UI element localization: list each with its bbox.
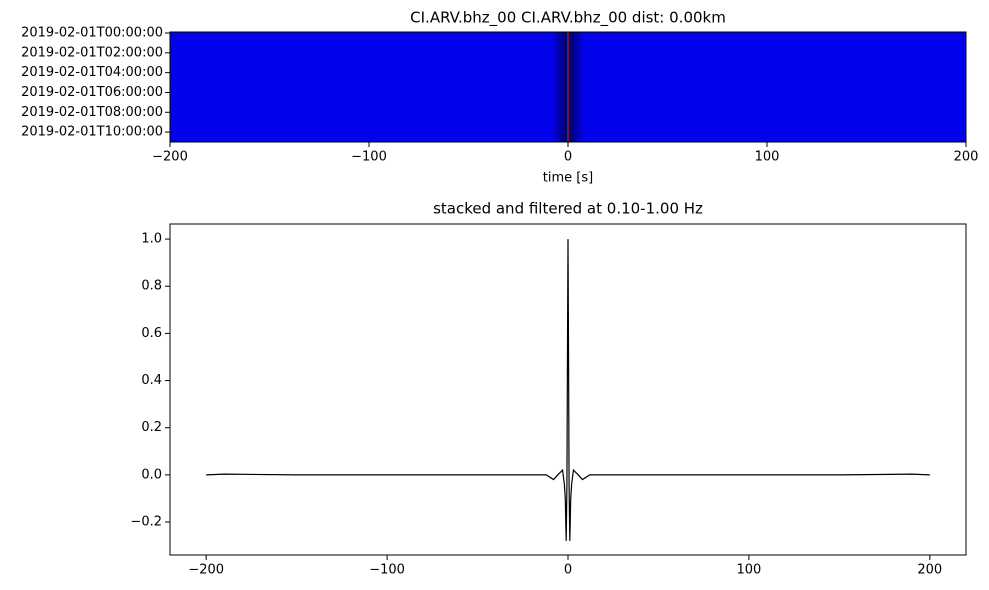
x-tick-label: 100 — [736, 563, 761, 578]
x-tick-label: 100 — [755, 150, 780, 165]
y-tick-label: 0.4 — [141, 373, 162, 388]
y-tick-label: 0.2 — [141, 420, 162, 435]
x-axis-label: time [s] — [543, 171, 593, 186]
y-tick-label: 0.8 — [141, 279, 162, 294]
y-tick-label: 2019-02-01T08:00:00 — [21, 105, 163, 120]
x-tick-label: 0 — [564, 563, 572, 578]
y-tick-label: 1.0 — [141, 232, 162, 247]
top-title: CI.ARV.bhz_00 CI.ARV.bhz_00 dist: 0.00km — [410, 9, 726, 28]
y-tick-label: 0.6 — [141, 326, 162, 341]
y-tick-label: 2019-02-01T02:00:00 — [21, 45, 163, 60]
x-tick-label: 200 — [954, 150, 979, 165]
y-tick-label: 2019-02-01T06:00:00 — [21, 85, 163, 100]
x-tick-label: −200 — [188, 563, 224, 578]
x-tick-label: −100 — [369, 563, 405, 578]
y-tick-label: 2019-02-01T04:00:00 — [21, 65, 163, 80]
x-tick-label: −100 — [351, 150, 387, 165]
y-tick-label: 2019-02-01T00:00:00 — [21, 26, 163, 41]
x-tick-label: −200 — [152, 150, 188, 165]
y-tick-label: 0.0 — [141, 467, 162, 482]
line-series — [206, 239, 930, 541]
bottom-title: stacked and filtered at 0.10-1.00 Hz — [433, 200, 703, 218]
x-tick-label: 0 — [564, 150, 572, 165]
x-tick-label: 200 — [917, 563, 942, 578]
y-tick-label: −0.2 — [130, 514, 162, 529]
y-tick-label: 2019-02-01T10:00:00 — [21, 125, 163, 140]
